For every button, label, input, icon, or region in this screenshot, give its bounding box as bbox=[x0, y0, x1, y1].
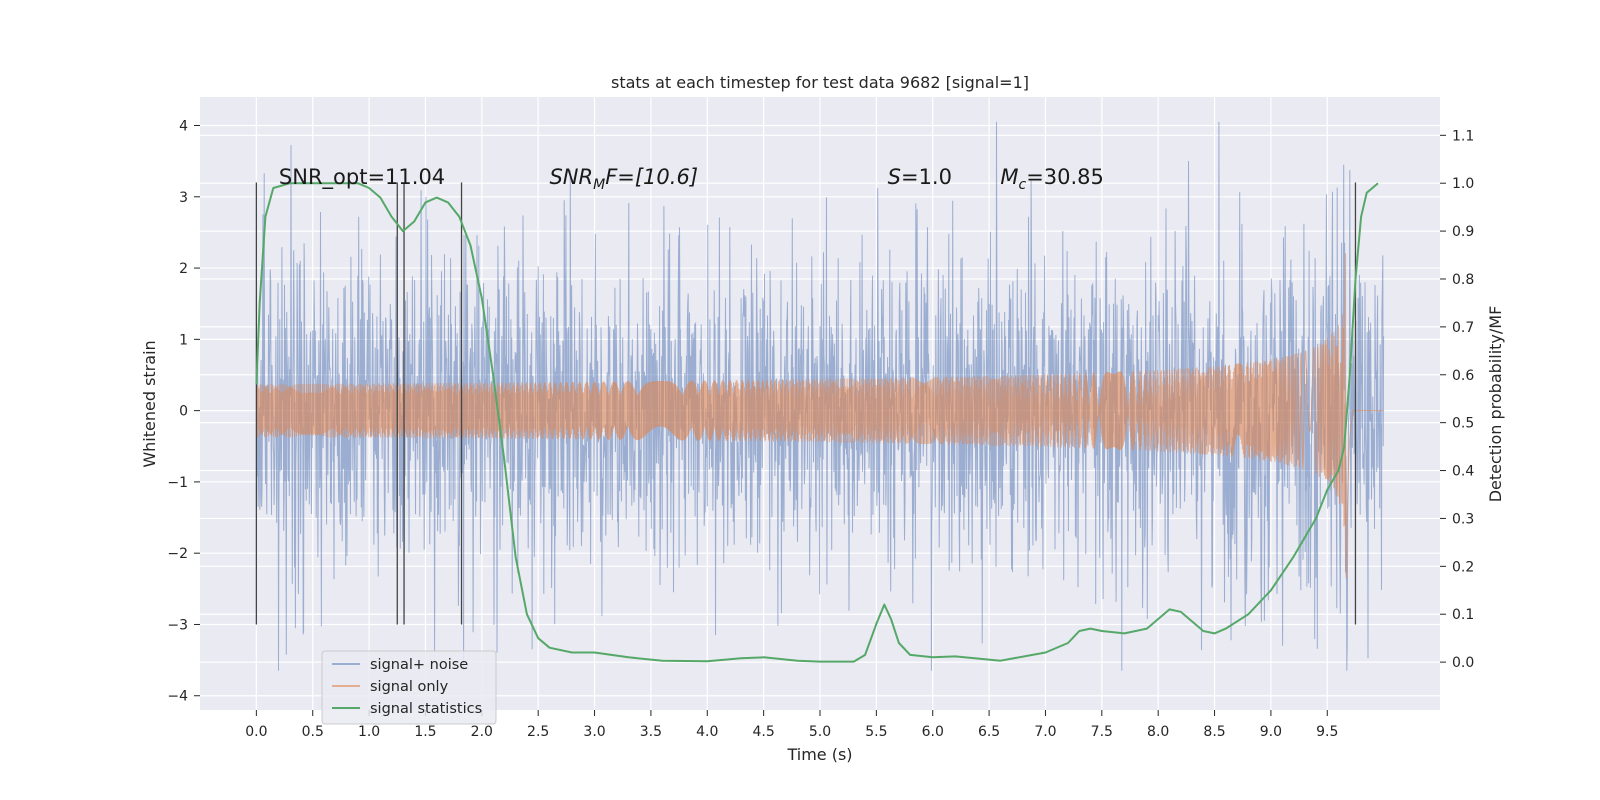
y-tick-label: 1 bbox=[179, 332, 188, 348]
annotation-s: S=1.0 bbox=[888, 165, 952, 189]
x-tick-label: 2.0 bbox=[471, 724, 493, 740]
x-tick-label: 2.5 bbox=[527, 724, 549, 740]
x-tick-label: 3.5 bbox=[640, 724, 662, 740]
x-tick-label: 6.5 bbox=[978, 724, 1000, 740]
x-tick-label: 0.0 bbox=[245, 724, 267, 740]
x-tick-label: 9.5 bbox=[1316, 724, 1338, 740]
annotation-snr-opt-value: 11.04 bbox=[385, 165, 445, 189]
y-tick-label: 2 bbox=[179, 261, 188, 277]
y-tick-label: −2 bbox=[167, 546, 188, 562]
x-tick-label: 8.5 bbox=[1203, 724, 1225, 740]
annotation-snr-mf-main: SNR bbox=[549, 165, 593, 189]
x-tick-label: 5.0 bbox=[809, 724, 831, 740]
legend-label-signal-statistics: signal statistics bbox=[370, 701, 482, 717]
marker-lines bbox=[255, 182, 1357, 625]
annotations: SNR_opt=11.04 SNRMF=[10.6] S=1.0 Mc=30.8… bbox=[279, 165, 1104, 193]
x-tick-label: 8.0 bbox=[1147, 724, 1169, 740]
series-signal-only bbox=[255, 253, 1384, 579]
y-tick-label: −3 bbox=[167, 617, 188, 633]
legend-label-signal-only: signal only bbox=[370, 679, 449, 695]
y-tick-label: −1 bbox=[167, 475, 188, 491]
annotation-snr-mf: SNRMF=[10.6] bbox=[549, 165, 698, 193]
annotation-s-main: S bbox=[888, 165, 901, 189]
x-axis-label: Time (s) bbox=[786, 745, 852, 764]
x-tick-label: 6.0 bbox=[922, 724, 944, 740]
x-tick-label: 1.5 bbox=[414, 724, 436, 740]
y-tick-label: 0 bbox=[179, 404, 188, 420]
annotation-mc-sub: c bbox=[1018, 177, 1026, 193]
annotation-snr-opt-prefix: SNR_opt= bbox=[279, 165, 385, 190]
y2-tick-label: 0.2 bbox=[1452, 559, 1474, 575]
annotation-s-rest: =1.0 bbox=[901, 165, 952, 189]
y-axis-label: Whitened strain bbox=[140, 340, 159, 467]
y2-axis-label: Detection probability/MF bbox=[1486, 306, 1505, 503]
y2-tick-label: 0.3 bbox=[1452, 511, 1474, 527]
x-tick-label: 7.0 bbox=[1034, 724, 1056, 740]
x-tick-label: 5.5 bbox=[865, 724, 887, 740]
y2-tick-label: 0.0 bbox=[1452, 655, 1474, 671]
annotation-mc-main: M bbox=[1000, 165, 1018, 189]
x-tick-label: 4.5 bbox=[753, 724, 775, 740]
x-tick-label: 9.0 bbox=[1260, 724, 1282, 740]
signal-statistics-line bbox=[255, 182, 1379, 663]
x-axis-ticks: 0.0 0.5 1.0 1.5 2.0 2.5 3.0 3.5 4.0 4.5 5.0 5.5 6.0 6… bbox=[245, 710, 1338, 740]
y2-tick-label: 0.6 bbox=[1452, 368, 1474, 384]
annotation-mc: Mc=30.85 bbox=[1000, 165, 1104, 193]
y-tick-label: 4 bbox=[179, 119, 188, 135]
x-tick-label: 0.5 bbox=[302, 724, 324, 740]
y-axis-ticks: 4 3 2 1 0 −1 −2 −3 −4 bbox=[167, 119, 200, 705]
y-tick-label: −4 bbox=[167, 689, 188, 705]
series-signal-statistics bbox=[255, 182, 1379, 663]
annotation-mc-rest: =30.85 bbox=[1026, 165, 1104, 189]
y2-tick-label: 1.0 bbox=[1452, 176, 1474, 192]
x-tick-label: 3.0 bbox=[583, 724, 605, 740]
y2-tick-label: 0.1 bbox=[1452, 607, 1474, 623]
annotation-snr-mf-rest: F=[10.6] bbox=[605, 165, 698, 189]
signal-only-line bbox=[255, 253, 1384, 579]
y-tick-label: 3 bbox=[179, 190, 188, 206]
annotation-snr-mf-sub: M bbox=[593, 177, 605, 193]
y2-tick-label: 0.9 bbox=[1452, 224, 1474, 240]
legend-box bbox=[321, 650, 497, 725]
chart-title: stats at each timestep for test data 968… bbox=[611, 73, 1029, 92]
legend-label-signal-plus-noise: signal+ noise bbox=[370, 657, 468, 673]
y2-tick-label: 0.4 bbox=[1452, 464, 1474, 480]
y2-tick-label: 0.7 bbox=[1452, 320, 1474, 336]
x-tick-label: 1.0 bbox=[358, 724, 380, 740]
x-tick-label: 4.0 bbox=[696, 724, 718, 740]
y2-tick-label: 0.5 bbox=[1452, 416, 1474, 432]
annotation-snr-opt: SNR_opt=11.04 bbox=[279, 165, 445, 190]
legend: signal+ noise signal only signal statist… bbox=[321, 650, 497, 725]
y2-axis-ticks: 1.1 1.0 0.9 0.8 0.7 0.6 0.5 0.4 0.3 0.2 0.1 0.0 bbox=[1440, 128, 1474, 671]
x-tick-label: 7.5 bbox=[1091, 724, 1113, 740]
y2-tick-label: 0.8 bbox=[1452, 272, 1474, 288]
y2-tick-label: 1.1 bbox=[1452, 128, 1474, 144]
